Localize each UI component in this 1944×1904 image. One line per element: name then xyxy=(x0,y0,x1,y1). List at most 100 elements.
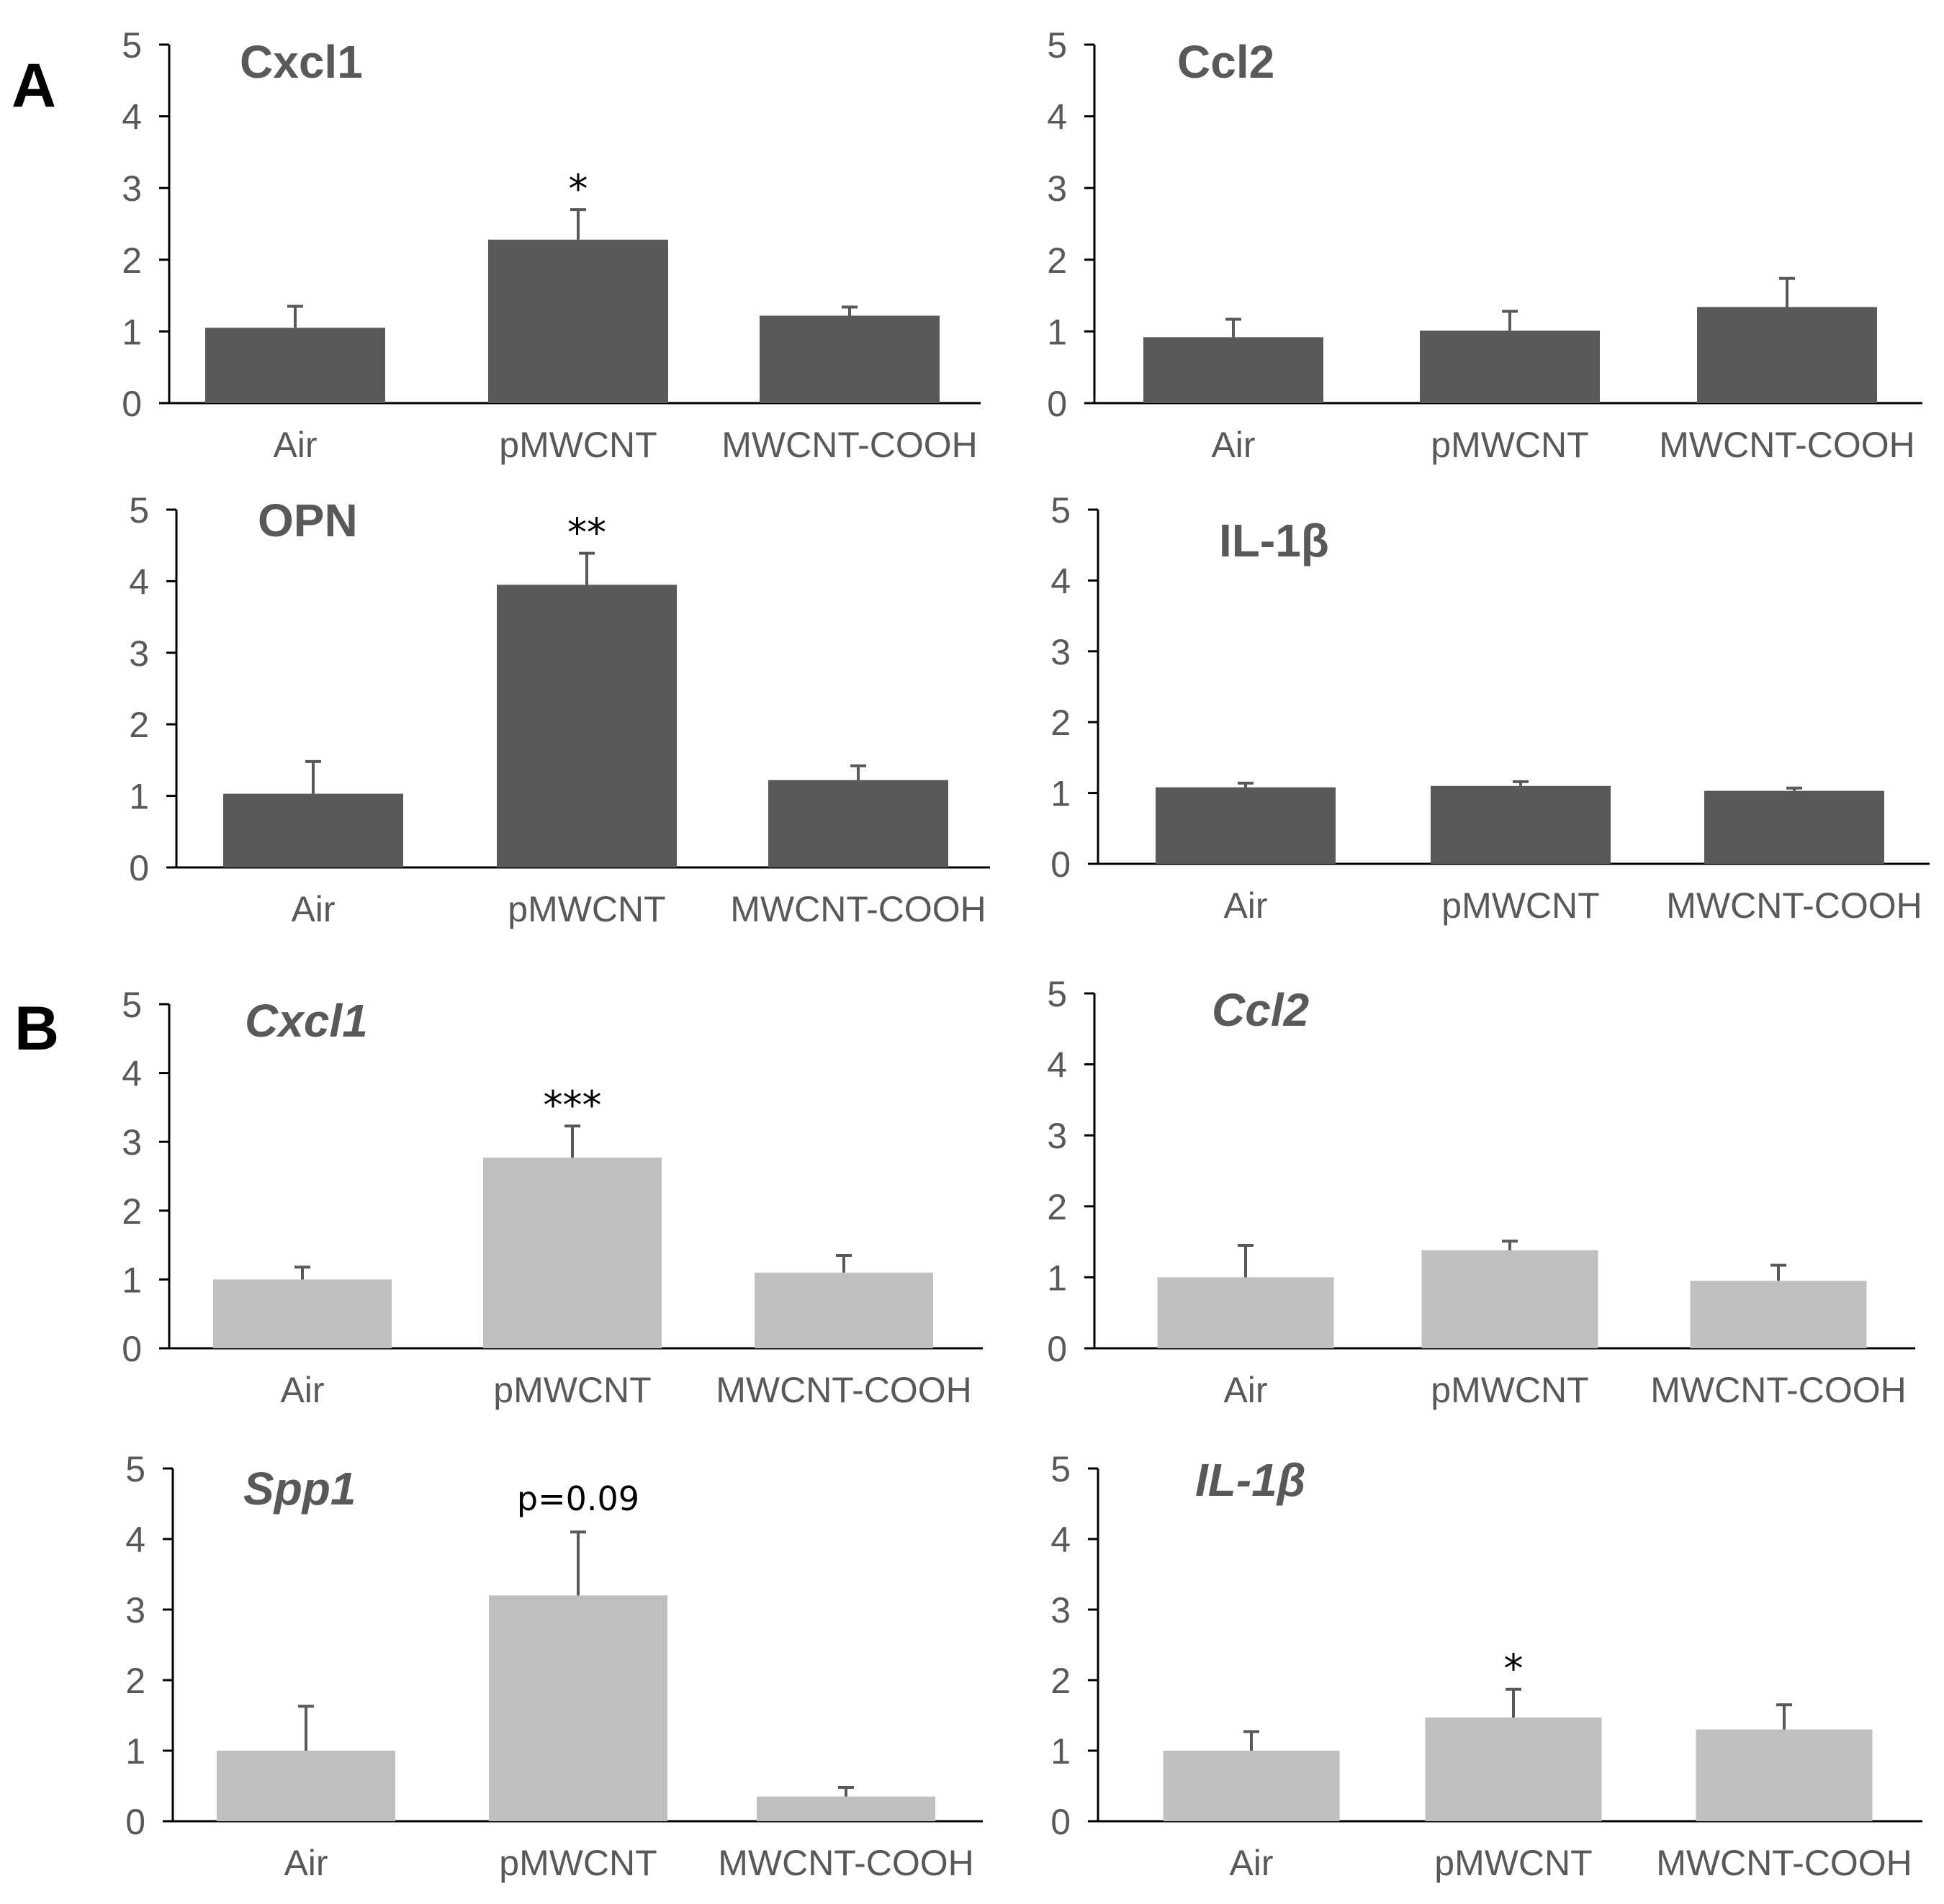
bar xyxy=(1163,1751,1340,1821)
x-tick-label: MWCNT-COOH xyxy=(730,889,986,929)
y-tick-label: 4 xyxy=(122,1054,142,1094)
chart-title: Ccl2 xyxy=(1212,984,1309,1036)
x-tick-label: Air xyxy=(284,1843,328,1883)
y-tick-label: 2 xyxy=(1050,703,1071,743)
y-tick-label: 0 xyxy=(122,384,142,424)
bar xyxy=(483,1158,662,1348)
x-tick-label: Air xyxy=(1223,1370,1267,1410)
x-tick-label: MWCNT-COOH xyxy=(716,1370,972,1410)
y-tick-label: 2 xyxy=(122,240,142,281)
y-tick-label: 1 xyxy=(125,1731,145,1772)
charts-container: 0 1 2 3 4 5 Air pMWCNT * MWCNT-COOH Cxcl1 0 1 2 3 4 5 Air… xyxy=(122,25,1930,1883)
bar xyxy=(217,1751,395,1821)
y-tick-label: 3 xyxy=(129,633,149,674)
chart-title: Cxcl1 xyxy=(245,995,368,1047)
y-tick-label: 0 xyxy=(129,848,149,888)
y-tick-label: 1 xyxy=(122,312,142,352)
panel-label-a: A xyxy=(12,51,56,120)
y-tick-label: 1 xyxy=(1047,312,1067,352)
y-tick-label: 2 xyxy=(1047,1187,1067,1227)
x-tick-label: pMWCNT xyxy=(499,425,657,465)
y-tick-label: 2 xyxy=(122,1191,142,1232)
x-tick-label: MWCNT-COOH xyxy=(1659,425,1915,465)
y-tick-label: 1 xyxy=(129,777,149,817)
significance-annotation: ** xyxy=(567,510,606,556)
bar xyxy=(1420,330,1600,403)
y-tick-label: 0 xyxy=(1047,1329,1067,1369)
x-tick-label: MWCNT-COOH xyxy=(1650,1370,1907,1410)
y-tick-label: 5 xyxy=(122,25,142,66)
chart-title: Cxcl1 xyxy=(240,36,363,88)
x-tick-label: Air xyxy=(1229,1843,1273,1883)
x-tick-label: Air xyxy=(1211,425,1255,465)
y-tick-label: 4 xyxy=(1047,97,1067,137)
significance-annotation: * xyxy=(1504,1646,1524,1692)
chart-7: 0 1 2 3 4 5 Air pMWCNT * MWCNT-COOH IL-1β xyxy=(1050,1449,1922,1883)
x-tick-label: pMWCNT xyxy=(1441,885,1599,926)
y-tick-label: 5 xyxy=(129,490,149,531)
chart-0: 0 1 2 3 4 5 Air pMWCNT * MWCNT-COOH Cxcl1 xyxy=(122,25,981,465)
chart-title: OPN xyxy=(258,495,358,546)
bar xyxy=(1143,337,1323,403)
bar xyxy=(755,1272,933,1348)
bar xyxy=(1157,1277,1334,1348)
bar xyxy=(1156,787,1336,864)
chart-5: 0 1 2 3 4 5 Air pMWCNT MWCNT-COOH Ccl2 xyxy=(1047,974,1915,1410)
chart-title: IL-1β xyxy=(1219,515,1329,567)
bar xyxy=(1697,307,1877,403)
bar xyxy=(497,585,677,867)
y-tick-label: 0 xyxy=(1050,1802,1071,1842)
x-tick-label: pMWCNT xyxy=(1434,1843,1592,1883)
y-tick-label: 1 xyxy=(1050,1731,1071,1772)
chart-title: IL-1β xyxy=(1195,1454,1306,1506)
bar xyxy=(223,793,403,867)
bar xyxy=(488,239,668,403)
y-tick-label: 3 xyxy=(1047,168,1067,209)
y-tick-label: 3 xyxy=(122,168,142,209)
bar xyxy=(760,315,940,403)
bar xyxy=(205,328,385,403)
x-tick-label: Air xyxy=(291,889,335,929)
x-tick-label: Air xyxy=(1223,885,1267,926)
significance-annotation: * xyxy=(569,166,588,212)
x-tick-label: MWCNT-COOH xyxy=(718,1843,974,1883)
bar xyxy=(1690,1281,1867,1348)
y-tick-label: 4 xyxy=(1050,1520,1071,1560)
y-tick-label: 1 xyxy=(122,1260,142,1300)
y-tick-label: 3 xyxy=(125,1590,145,1630)
panel-label-b: B xyxy=(14,994,59,1063)
y-tick-label: 3 xyxy=(1050,632,1071,672)
y-tick-label: 4 xyxy=(129,561,149,602)
y-tick-label: 0 xyxy=(122,1329,142,1369)
bar xyxy=(768,780,948,867)
y-tick-label: 5 xyxy=(125,1449,145,1489)
bar xyxy=(1421,1250,1598,1348)
chart-title: Ccl2 xyxy=(1177,36,1274,88)
bar xyxy=(213,1279,392,1348)
y-tick-label: 5 xyxy=(1047,25,1067,66)
y-tick-label: 1 xyxy=(1047,1258,1067,1298)
x-tick-label: MWCNT-COOH xyxy=(1656,1843,1912,1883)
bar xyxy=(1425,1717,1602,1821)
x-tick-label: MWCNT-COOH xyxy=(721,425,978,465)
chart-4: 0 1 2 3 4 5 Air pMWCNT *** MWCNT-COOH Cxcl1 xyxy=(122,985,983,1410)
y-tick-label: 2 xyxy=(129,705,149,745)
chart-6: 0 1 2 3 4 5 Air pMWCNT p=0.09 MWCNT-COOH Spp1 xyxy=(125,1449,983,1883)
x-tick-label: pMWCNT xyxy=(499,1843,657,1883)
bar xyxy=(757,1796,935,1821)
y-tick-label: 2 xyxy=(1050,1661,1071,1701)
bar xyxy=(1431,785,1611,864)
x-tick-label: pMWCNT xyxy=(508,889,665,929)
y-tick-label: 0 xyxy=(125,1802,145,1842)
y-tick-label: 4 xyxy=(1050,561,1071,601)
x-tick-label: Air xyxy=(273,425,317,465)
y-tick-label: 2 xyxy=(125,1661,145,1701)
significance-annotation: p=0.09 xyxy=(517,1479,639,1518)
chart-title: Spp1 xyxy=(243,1463,356,1515)
bar xyxy=(1696,1729,1873,1821)
chart-1: 0 1 2 3 4 5 Air pMWCNT MWCNT-COOH Ccl2 xyxy=(1047,25,1922,465)
chart-2: 0 1 2 3 4 5 Air pMWCNT ** MWCNT-COOH OPN xyxy=(129,490,990,929)
y-tick-label: 3 xyxy=(1047,1116,1067,1156)
y-tick-label: 4 xyxy=(1047,1045,1067,1086)
